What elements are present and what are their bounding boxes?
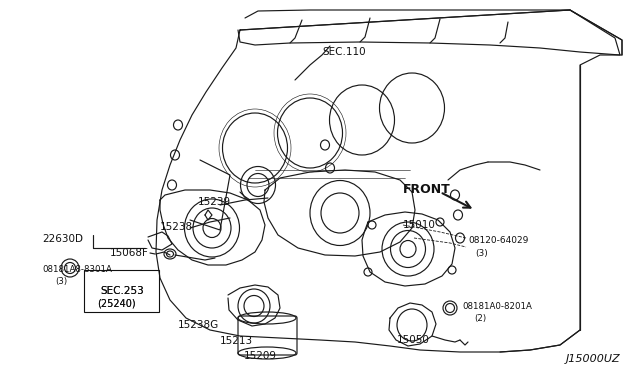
Text: 08181A8-8301A: 08181A8-8301A [42,265,112,274]
Text: SEC.253: SEC.253 [100,286,144,296]
Text: 08181A0-8201A: 08181A0-8201A [462,302,532,311]
Text: 15239: 15239 [198,197,231,207]
Text: 15068F: 15068F [110,248,149,258]
Text: 15238G: 15238G [178,320,220,330]
Text: 08120-64029: 08120-64029 [468,236,529,245]
Text: 15238: 15238 [160,222,193,232]
Text: (3): (3) [55,277,67,286]
Text: (3): (3) [475,249,488,258]
Text: 15010: 15010 [403,220,436,230]
Text: SEC.253: SEC.253 [100,286,144,296]
Text: 15050: 15050 [397,335,430,345]
Text: (25240): (25240) [97,298,136,308]
Text: SEC.110: SEC.110 [322,47,365,57]
Text: 15209: 15209 [244,351,277,361]
Text: FRONT: FRONT [403,183,451,196]
Text: 15213: 15213 [220,336,253,346]
Text: (25240): (25240) [97,298,136,308]
Text: 22630D: 22630D [42,234,83,244]
Text: J15000UZ: J15000UZ [566,354,621,364]
Text: (2): (2) [474,314,486,323]
